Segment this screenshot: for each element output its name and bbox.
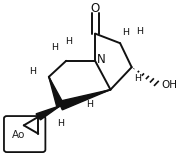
Polygon shape <box>36 106 60 120</box>
Text: H: H <box>134 74 141 83</box>
Text: H: H <box>51 43 58 52</box>
Polygon shape <box>58 90 110 110</box>
Text: OH: OH <box>162 80 178 90</box>
FancyBboxPatch shape <box>4 116 45 152</box>
Text: H: H <box>122 28 129 37</box>
Text: H: H <box>86 100 93 109</box>
Text: Ao: Ao <box>12 130 26 140</box>
Text: N: N <box>97 53 106 66</box>
Text: H: H <box>136 28 143 36</box>
Polygon shape <box>49 77 64 107</box>
Text: H: H <box>57 119 64 128</box>
Text: H: H <box>29 67 36 76</box>
Text: O: O <box>90 2 100 15</box>
Text: H: H <box>66 37 73 46</box>
